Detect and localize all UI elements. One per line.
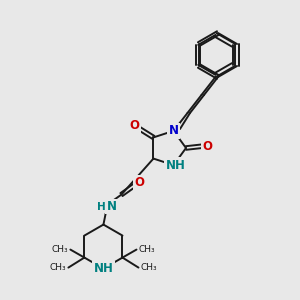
Text: NH: NH <box>94 262 113 275</box>
Text: O: O <box>202 140 212 152</box>
Text: N: N <box>106 200 116 213</box>
Text: O: O <box>129 119 140 132</box>
Text: H: H <box>97 202 106 212</box>
Text: CH₃: CH₃ <box>139 245 155 254</box>
Text: O: O <box>134 176 144 189</box>
Text: CH₃: CH₃ <box>52 245 68 254</box>
Text: NH: NH <box>166 159 185 172</box>
Text: CH₃: CH₃ <box>50 263 66 272</box>
Text: CH₃: CH₃ <box>140 263 157 272</box>
Text: N: N <box>169 124 178 137</box>
